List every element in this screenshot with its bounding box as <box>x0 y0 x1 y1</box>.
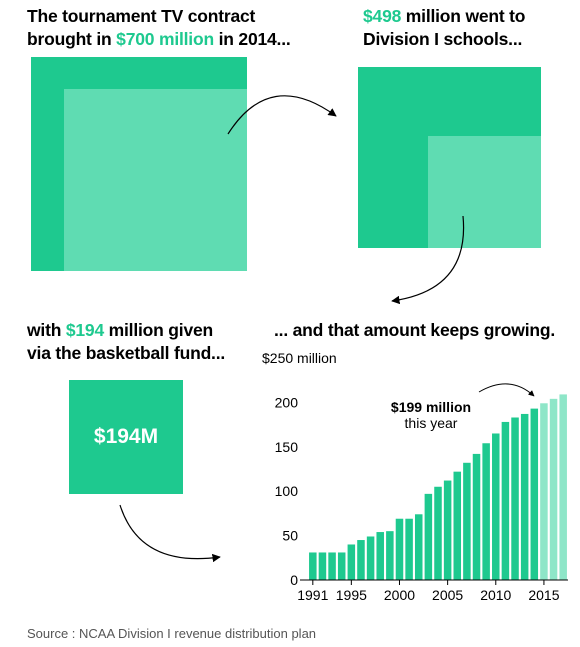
basketball-fund-box: $194M <box>69 380 183 494</box>
panel1-headline: The tournament TV contract brought in $7… <box>27 5 291 51</box>
arrow-panel1-to-panel2 <box>227 95 337 135</box>
x-tick-label-2015: 2015 <box>528 587 559 603</box>
bar-2011 <box>501 421 510 580</box>
bar-1993 <box>328 552 336 580</box>
panel1-line1: The tournament TV contract <box>27 6 256 26</box>
bar-1996 <box>357 540 365 580</box>
bar-2008 <box>472 453 481 580</box>
panel1-amount: $700 million <box>116 29 214 49</box>
panel3-line1-end: million given <box>104 320 214 340</box>
bar-2014 <box>530 408 539 580</box>
panel2-line2: Division I schools... <box>363 29 523 49</box>
panel2-headline: $498 million went to Division I schools.… <box>363 5 525 51</box>
bar-2009 <box>482 443 490 580</box>
bar-2002 <box>414 514 423 580</box>
arrow-panel2-to-panel3 <box>391 215 465 305</box>
x-tick-label-2005: 2005 <box>432 587 463 603</box>
x-ticks-layer: 1991 1995 2000 2005 2010 2015 <box>297 580 560 603</box>
x-tick-label-1991: 1991 <box>297 587 328 603</box>
bar-2015 <box>540 403 548 580</box>
annotation-value: $199 million <box>391 399 471 415</box>
bar-2005 <box>443 480 452 580</box>
panel1-line2-start: brought in <box>27 29 117 49</box>
x-tick-label-2010: 2010 <box>480 587 511 603</box>
x-tick-label-1995: 1995 <box>336 587 367 603</box>
bar-2006 <box>453 471 462 580</box>
bar-2003 <box>424 493 433 580</box>
x-tick-label-2000: 2000 <box>384 587 415 603</box>
y-tick-label-150: 150 <box>275 439 299 455</box>
y-tick-label-100: 100 <box>275 483 299 499</box>
basketball-fund-square <box>428 136 541 248</box>
bar-2012 <box>511 417 519 580</box>
division-one-share-square <box>64 89 247 271</box>
y-tick-label-200: 200 <box>275 394 299 410</box>
panel4-headline: ... and that amount keeps growing. <box>274 319 555 342</box>
bar-1995 <box>347 544 356 580</box>
bar-2007 <box>463 462 471 580</box>
panel3-headline: with $194 million given via the basketba… <box>27 319 225 365</box>
y-tick-label-50: 50 <box>282 528 298 544</box>
panel3-line2: via the basketball fund... <box>27 343 226 363</box>
y-tick-label-250: $250 million <box>262 350 337 366</box>
bar-1997 <box>366 536 375 580</box>
bar-1999 <box>386 531 394 580</box>
panel2-line1-end: million went to <box>401 6 526 26</box>
bar-1998 <box>376 532 384 580</box>
annotation-text: this year <box>405 415 458 431</box>
bar-2010 <box>492 433 500 580</box>
bar-2017 <box>559 394 567 580</box>
bar-1994 <box>337 552 346 580</box>
bar-2001 <box>405 518 413 580</box>
bar-2013 <box>520 413 529 580</box>
annotation-arrow <box>478 383 535 397</box>
bars-layer <box>309 394 567 580</box>
basketball-fund-box-label: $194M <box>93 425 159 448</box>
panel3-amount: $194 <box>65 320 104 340</box>
bar-1992 <box>318 552 327 580</box>
source-note: Source : NCAA Division I revenue distrib… <box>27 626 317 641</box>
annotation-layer: $199 million this year <box>391 383 535 431</box>
bar-2016 <box>549 398 558 580</box>
panel1-line2-end: in 2014... <box>213 29 291 49</box>
bar-1991 <box>309 552 317 580</box>
y-ticks-layer: 0 50 100 150 200 $250 million <box>262 350 337 588</box>
panel2-amount: $498 <box>363 6 402 26</box>
y-tick-label-0: 0 <box>290 572 298 588</box>
panel3-line1-start: with <box>27 320 66 340</box>
bar-2004 <box>434 486 442 580</box>
bar-2000 <box>395 518 404 580</box>
arrow-panel3-to-panel4 <box>119 504 221 563</box>
panel4-title: ... and that amount keeps growing. <box>274 320 556 340</box>
